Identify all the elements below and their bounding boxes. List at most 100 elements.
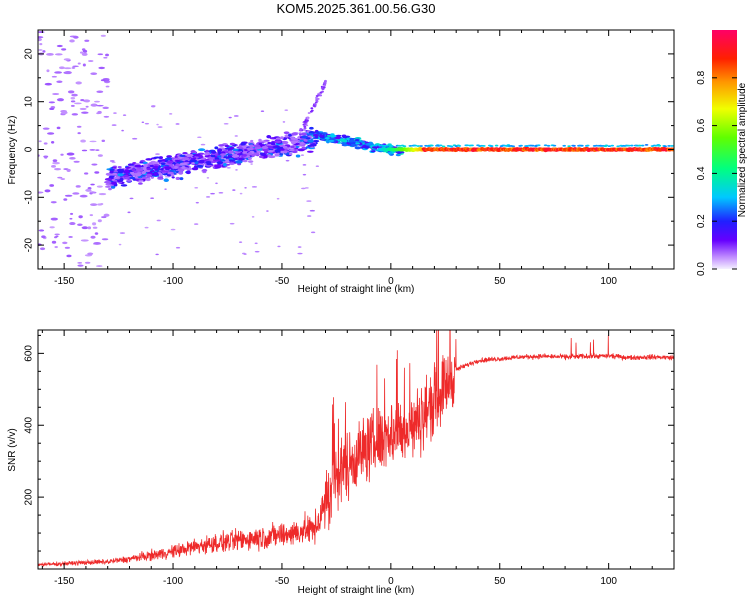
spectrogram-cell [109,168,115,171]
spectrogram-cell [283,131,290,135]
spectrogram-cell [167,171,174,175]
spectrogram-cell [274,140,282,144]
spectrogram-cell [80,239,89,242]
spectrogram-cell [70,104,75,107]
spectrogram-cell [50,201,57,204]
spectrogram-cell [71,67,76,69]
spectrogram-cell [567,145,571,148]
colorbar-label: Normalized spectral amplitude [737,82,748,217]
spectrogram-cell [43,142,48,145]
spectrogram-cell [87,252,94,256]
spectrogram-cell [261,148,269,152]
colorbar-tick-label: 0.0 [696,262,707,276]
spectrogram-cell [299,139,304,142]
spectrogram-cell [232,148,239,152]
spectrogram-cell [572,144,576,147]
spectrogram-cell [275,137,282,140]
spectrogram-cell [90,203,98,207]
spectrogram-cell [98,192,107,196]
spectrogram-cell [291,150,298,154]
spectrogram-cell [109,160,115,162]
spectrogram-cell [108,175,114,179]
spectrogram-cell [324,136,331,140]
spectrogram-cell [313,139,320,143]
spectrogram-cell [116,168,125,172]
spectrogram-cell [178,171,184,175]
spectrogram-ytick-label: 20 [24,48,35,60]
spectrogram-cell [48,101,56,104]
spectrogram-cell [274,149,281,153]
spectrogram-cell [195,201,199,204]
spectrogram-cell [267,149,274,153]
spectrogram-cell [149,164,155,167]
spectrogram-cell [321,88,325,91]
spectrogram-cell [98,66,105,70]
spectrogram-cell [258,155,265,159]
spectrogram-cell [146,167,152,171]
spectrogram-cell [211,150,217,154]
spectrogram-cell [101,139,106,143]
spectrogram-cell [67,90,75,94]
spectrogram-cell [166,160,174,164]
spectrogram-cell [224,147,231,150]
spectrogram-cell [290,141,297,145]
spectrogram-cell [205,196,211,198]
spectrogram-cell [217,148,223,152]
spectrogram-cell [244,187,247,189]
spectrogram-xtick-label: 50 [494,276,506,287]
spectrogram-cell [73,160,80,163]
spectrogram-cell [298,129,302,132]
spectrogram-cell [309,126,314,130]
spectrogram-cell [145,177,151,182]
spectrogram-cell [291,132,298,136]
spectrogram-cell [124,169,130,173]
spectrogram-cell [192,157,197,160]
spectrogram-cell [223,156,231,159]
spectrogram-cell [141,176,147,180]
spectrogram-cell [51,240,57,244]
spectrogram-cell [438,144,443,147]
spectrogram-cell [261,145,269,150]
spectrogram-cell [408,144,413,147]
spectrogram-cell [56,80,63,84]
spectrogram-cell [80,98,85,102]
spectrogram-cell [144,122,150,125]
spectrogram-cell [117,166,122,169]
spectrogram-cell [247,152,253,156]
spectrogram-cell [323,84,327,87]
spectrogram-cell [663,145,667,148]
spectrogram-cell [100,202,104,206]
spectrogram-cell [303,120,307,123]
spectrogram-cell [181,157,190,160]
spectrogram-cell [363,145,370,149]
spectrogram-cell [61,48,67,51]
spectrogram-cell [88,60,94,62]
spectrogram-cell [101,216,107,219]
colorbar: 0.0 0.2 0.4 0.6 0.8 Normalized spectral ampl… [696,30,748,276]
spectrogram-cell [49,184,55,187]
spectrogram-cell [254,147,261,150]
spectrogram-cell [175,123,180,125]
spectrogram-cell [79,194,88,198]
spectrogram-cell [164,188,167,190]
spectrogram-cell [251,216,255,218]
spectrogram-xtick-label: -100 [163,276,183,287]
spectrogram-cell [607,145,612,148]
spectrogram-cell [103,115,110,118]
spectrogram-cell [79,51,84,54]
spectrogram-cell [80,139,86,143]
spectrogram-cell [87,187,92,190]
spectrogram-cell [181,165,186,169]
spectrogram-cell [69,217,73,220]
spectrogram-cell [387,151,393,155]
spectrogram-cell [92,222,97,226]
spectrogram-cell [122,114,127,116]
spectrogram-cell [94,171,100,174]
spectrogram-cell [200,143,206,146]
spectrogram-cell [203,153,209,156]
spectrogram-cell [145,173,153,178]
spectrogram-cell [77,62,81,65]
spectrogram-cell [104,180,112,184]
spectrogram-cell [150,197,155,200]
spectrogram-cell [129,197,134,200]
